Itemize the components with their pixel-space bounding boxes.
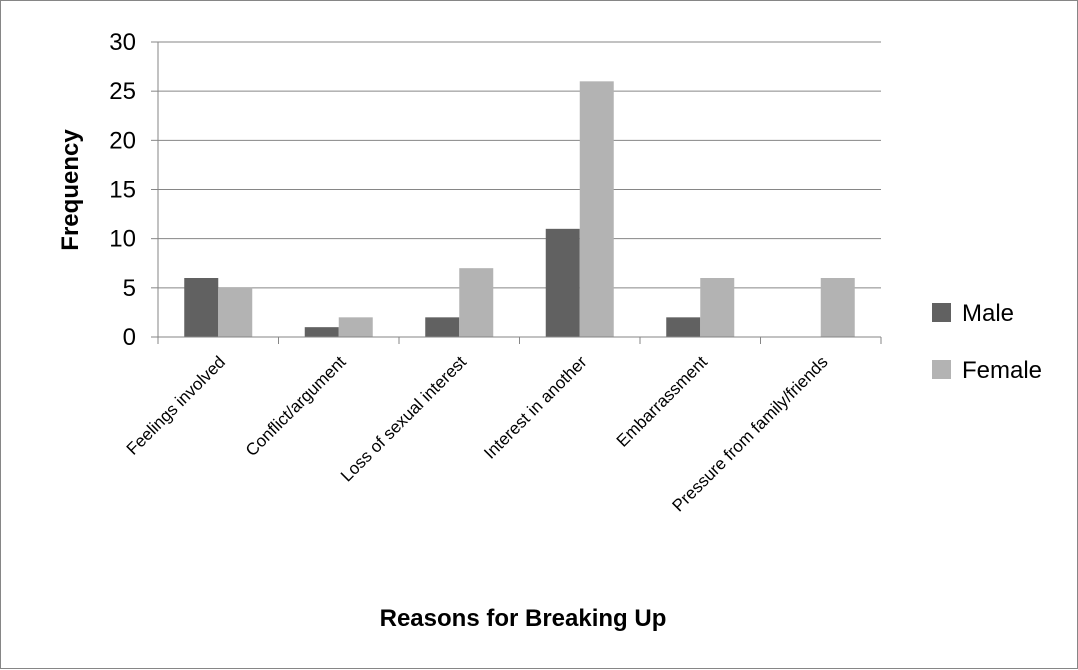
bar-female-3 — [459, 268, 494, 337]
bar-male-2 — [304, 327, 339, 337]
y-tick-label: 20 — [109, 127, 136, 154]
legend-swatch-male — [932, 303, 951, 322]
y-tick-label: 10 — [109, 226, 136, 253]
axes — [151, 41, 882, 344]
bar-female-4 — [579, 81, 614, 337]
x-axis-title: Reasons for Breaking Up — [380, 605, 667, 632]
bar-female-2 — [338, 317, 373, 337]
y-axis-title: Frequency — [57, 129, 84, 251]
x-tick-label: Loss of sexual interest — [337, 352, 470, 485]
legend: Male Female — [932, 300, 1042, 384]
bar-female-6 — [820, 278, 855, 337]
x-tick-label: Embarrassment — [613, 352, 711, 450]
legend-swatch-female — [932, 360, 951, 379]
gridlines — [158, 41, 881, 289]
legend-label-female: Female — [962, 357, 1042, 384]
x-tick-label: Interest in another — [480, 352, 591, 463]
y-tick-label: 25 — [109, 78, 136, 105]
y-tick-label: 15 — [109, 177, 136, 204]
y-tick-labels: 0 5 10 15 20 25 30 — [109, 29, 136, 351]
x-tick-label: Feelings involved — [123, 352, 229, 458]
y-tick-label: 30 — [109, 29, 136, 56]
bars — [184, 81, 855, 337]
y-tick-label: 5 — [123, 275, 136, 302]
bar-male-5 — [666, 317, 701, 337]
bar-male-4 — [545, 228, 580, 337]
bar-male-3 — [425, 317, 460, 337]
legend-label-male: Male — [962, 300, 1014, 327]
bar-male-1 — [184, 278, 219, 337]
x-tick-label: Conflict/argument — [242, 352, 350, 460]
bar-female-1 — [218, 287, 253, 337]
y-tick-label: 0 — [123, 324, 136, 351]
bar-female-5 — [700, 278, 735, 337]
